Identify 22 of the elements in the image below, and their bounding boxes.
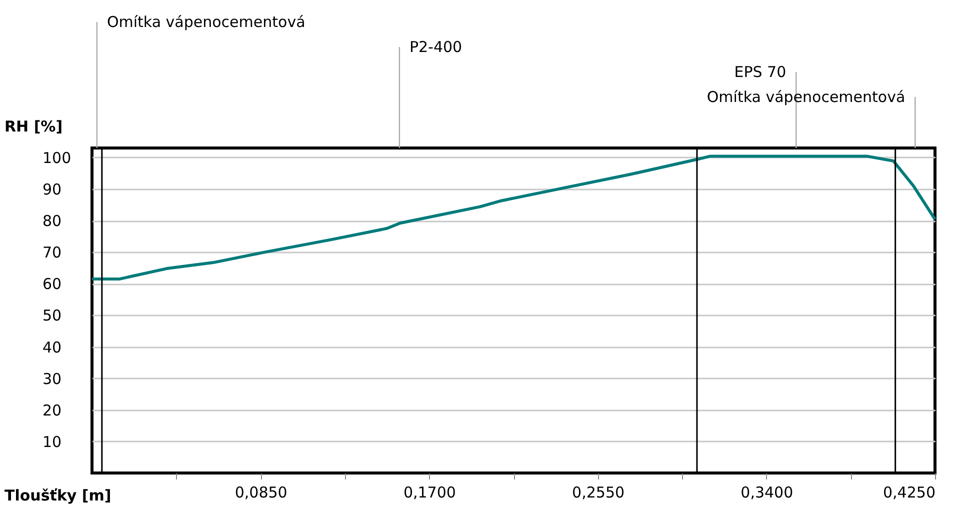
x-axis-title: Tloušťky [m] [4, 486, 112, 504]
y-tick-label: 80 [42, 212, 62, 230]
y-tick-label: 70 [42, 244, 62, 262]
line-series [90, 154, 936, 280]
y-tick-label: 90 [42, 180, 62, 199]
text: Omítka vápenocementová [106, 13, 306, 31]
x-tick-label: 0,3400 [740, 484, 794, 502]
y-tick-label: 30 [42, 370, 62, 388]
y-axis-title: RH [%] [4, 118, 63, 136]
y-tick-label: 60 [42, 275, 62, 294]
text: EPS 70 [734, 63, 786, 81]
y-tick-label: 20 [42, 401, 62, 420]
y-tick-label: 40 [42, 338, 62, 356]
x-tick-label: 0,0850 [234, 484, 288, 502]
y-tick-label: 50 [42, 306, 62, 325]
y-tick-label: 10 [42, 432, 62, 451]
x-tick-label: 0,2550 [572, 484, 625, 502]
x-tick-label: 0,1700 [403, 484, 456, 502]
text: Omítka vápenocementová [706, 88, 906, 106]
x-tick-label: 0,4250 [883, 484, 936, 502]
text: P2-400 [409, 38, 462, 56]
y-tick-label: 100 [42, 148, 72, 167]
